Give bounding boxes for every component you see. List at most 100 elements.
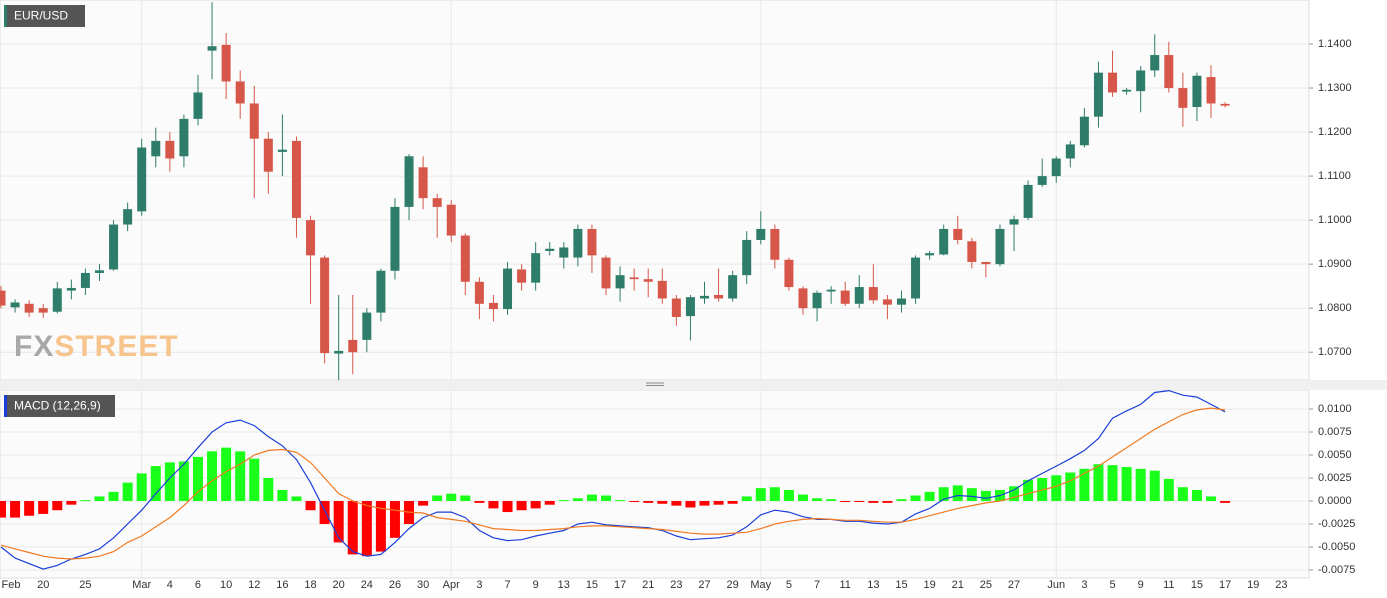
y-tick-label: 0.0000 (1318, 495, 1352, 507)
x-tick-label: 20 (333, 579, 345, 591)
histogram-bar (221, 447, 232, 502)
x-tick-label: 30 (417, 579, 429, 591)
histogram-bar (52, 501, 63, 511)
histogram-bar (389, 501, 400, 538)
candle-body (221, 44, 231, 82)
panel-divider[interactable] (0, 380, 1387, 390)
x-tick-label: 19 (1247, 579, 1259, 591)
histogram-bar (854, 501, 865, 503)
histogram-bar (1149, 470, 1160, 502)
candle-body (714, 294, 724, 299)
candle-body (432, 198, 442, 207)
histogram-bar (1220, 501, 1231, 503)
x-tick-label: Apr (443, 579, 460, 591)
candle-body (601, 257, 611, 289)
candle-body (700, 295, 709, 299)
histogram-bar (966, 488, 977, 502)
histogram-bar (136, 473, 147, 502)
histogram-bar (1135, 468, 1146, 502)
histogram-bar (263, 478, 274, 502)
y-tick-label: 0.0025 (1318, 472, 1352, 484)
x-tick-label: 19 (923, 579, 935, 591)
x-tick-label: May (750, 579, 771, 591)
x-tick-label: 13 (558, 579, 570, 591)
candle-body (615, 275, 625, 289)
y-tick-label: -0.0075 (1318, 564, 1355, 576)
candle-body (868, 287, 878, 301)
symbol-tag (4, 5, 85, 27)
indicator-line (0, 407, 1226, 560)
histogram-bar (896, 499, 907, 502)
histogram-bar (741, 496, 752, 502)
candle-body (671, 298, 681, 317)
candle-body (277, 149, 287, 152)
candle-body (784, 259, 794, 288)
candle-body (179, 118, 189, 157)
y-tick-label: 1.1000 (1318, 214, 1352, 226)
histogram-bar (699, 501, 710, 506)
indicator-tag-accent (4, 395, 7, 417)
histogram-bar (1051, 475, 1062, 502)
histogram-bar (952, 485, 963, 502)
candle-body (38, 308, 48, 313)
candle-body (812, 292, 822, 309)
x-tick-label: 16 (276, 579, 288, 591)
candle-body (123, 209, 133, 225)
x-tick-label: 24 (361, 579, 373, 591)
histogram-bar (207, 451, 218, 502)
histogram-bar (938, 487, 949, 502)
x-tick-label: 7 (814, 579, 820, 591)
histogram-bar (1206, 496, 1217, 502)
candle-body (756, 228, 766, 240)
candle-body (362, 312, 372, 340)
candle-body (109, 224, 119, 270)
x-tick-label: 9 (533, 579, 539, 591)
x-tick-label: 20 (37, 579, 49, 591)
histogram-bar (615, 500, 626, 502)
histogram-bar (474, 501, 485, 503)
x-tick-label: Jun (1047, 579, 1065, 591)
histogram-bar (375, 501, 386, 552)
candle-body (474, 281, 484, 304)
histogram-bar (164, 462, 175, 502)
x-tick-label: 5 (786, 579, 792, 591)
x-tick-label: 27 (698, 579, 710, 591)
candle-body (348, 339, 358, 353)
histogram-bar (319, 501, 330, 525)
candle-body (1150, 55, 1160, 71)
chart-title: EUR/USD (14, 9, 68, 23)
x-tick-label: 7 (504, 579, 510, 591)
symbol-tag-accent (4, 5, 7, 27)
candle-body (770, 228, 780, 260)
candle-body (728, 275, 738, 299)
histogram-bar (558, 500, 569, 502)
histogram-bar (249, 458, 260, 502)
candle-body (840, 290, 850, 304)
candle-body (193, 92, 203, 119)
x-tick-label: 21 (952, 579, 964, 591)
histogram-bar (291, 496, 302, 502)
candle-body (291, 140, 301, 218)
x-tick-label: 26 (389, 579, 401, 591)
histogram-bar (572, 498, 583, 502)
x-tick-label: 13 (867, 579, 879, 591)
y-tick-label: 1.0900 (1318, 258, 1352, 270)
histogram-bar (24, 501, 35, 516)
candle-body (925, 253, 935, 256)
histogram-bar (235, 451, 246, 502)
histogram-bar (1107, 465, 1118, 502)
price-panel (0, 0, 1310, 381)
histogram-bar (1191, 489, 1202, 502)
histogram-bar (657, 501, 668, 504)
x-tick-label: Mar (132, 579, 151, 591)
candle-body (1093, 72, 1103, 117)
histogram-bar (38, 501, 49, 514)
histogram-bar (544, 501, 555, 505)
histogram-bar (94, 496, 105, 502)
x-tick-label: 9 (1138, 579, 1144, 591)
histogram-bar (727, 501, 738, 504)
histogram-bar (150, 466, 161, 502)
x-tick-label: 21 (642, 579, 654, 591)
candle-body (1206, 77, 1216, 104)
candle-body (1065, 144, 1075, 159)
